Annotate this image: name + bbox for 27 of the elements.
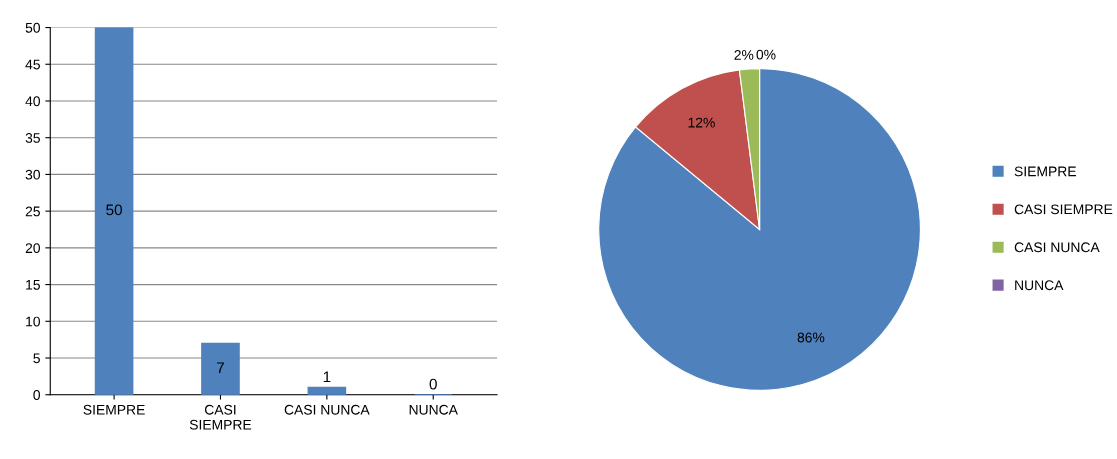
y-tick-label: 50 <box>25 22 40 33</box>
y-tick-label: 30 <box>25 169 40 180</box>
text: 0% <box>756 49 776 60</box>
x-tick-label: NUNCA <box>409 404 458 415</box>
y-tick-label: 15 <box>26 280 40 290</box>
legend-label: SIEMPRE <box>1014 166 1076 177</box>
y-tick-label: 40 <box>25 96 40 107</box>
data-label: 2% <box>734 50 754 60</box>
x-tick-label: CASI SIEMPRE <box>189 404 252 430</box>
x-tick-label: CASI NUNCA <box>284 404 370 415</box>
data-label: 86% <box>797 332 825 343</box>
y-tick-label: 35 <box>25 133 40 143</box>
data-label: 1 <box>323 371 331 383</box>
data-label: 50 <box>106 204 122 216</box>
data-label: 12% <box>688 117 715 128</box>
x-tick-label: SIEMPRE <box>83 404 145 415</box>
y-tick-label: 45 <box>25 59 40 70</box>
y-tick-label: 10 <box>26 316 40 327</box>
y-tick-label: 5 <box>33 353 40 364</box>
legend-label: NUNCA <box>1015 280 1064 291</box>
y-tick-label: 0 <box>33 390 40 400</box>
y-tick-label: 25 <box>25 206 40 217</box>
data-label: 7 <box>217 362 224 373</box>
legend-label: CASI SIEMPRE <box>1014 204 1113 215</box>
y-tick-label: 20 <box>25 243 40 254</box>
legend-label: CASI NUNCA <box>1014 242 1100 253</box>
data-label: 0 <box>429 378 437 390</box>
